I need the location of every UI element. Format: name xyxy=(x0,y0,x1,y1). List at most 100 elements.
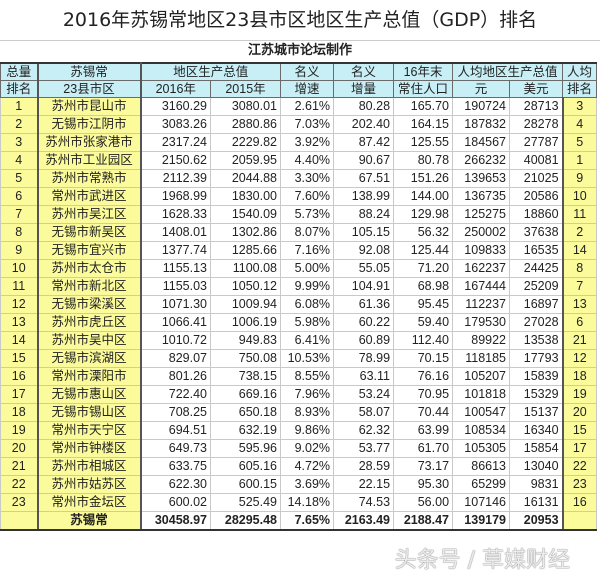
cell-growth-rate: 4.40% xyxy=(280,151,335,170)
table-row: 13 苏州市虎丘区 1066.41 1006.19 5.98% 60.22 59.40 179… xyxy=(0,313,598,332)
cell-per-capita-yuan: 86613 xyxy=(452,457,511,476)
cell-growth-rate: 4.72% xyxy=(280,457,335,476)
cell-population: 59.40 xyxy=(393,313,454,332)
cell-gdp-2015: 632.19 xyxy=(209,421,282,440)
header-rank-2: 排名 xyxy=(0,80,38,98)
cell-district: 苏州市工业园区 xyxy=(36,151,142,170)
cell-rank: 17 xyxy=(0,385,38,404)
cell-increment: 53.24 xyxy=(333,385,395,404)
cell-per-capita-usd: 27787 xyxy=(509,133,564,152)
table-row: 21 苏州市相城区 633.75 605.16 4.72% 28.59 73.17 86613… xyxy=(0,457,598,476)
table-row: 2 无锡市江阴市 3083.26 2880.86 7.03% 202.40 164.15 18… xyxy=(0,115,598,134)
cell-rank: 15 xyxy=(0,349,38,368)
cell-gdp-2016: 1155.03 xyxy=(140,277,211,296)
cell-per-capita-usd: 16897 xyxy=(509,295,564,314)
cell-district: 无锡市梁溪区 xyxy=(36,295,142,314)
header-pop-2: 常住人口 xyxy=(393,80,454,98)
cell-growth-rate: 10.53% xyxy=(280,349,335,368)
cell-per-capita-usd: 37638 xyxy=(509,223,564,242)
cell-district: 苏州市相城区 xyxy=(36,457,142,476)
cell-gdp-2015: 1006.19 xyxy=(209,313,282,332)
cell-growth-rate: 3.30% xyxy=(280,169,335,188)
cell-gdp-2016: 2317.24 xyxy=(140,133,211,152)
cell-rank: 12 xyxy=(0,295,38,314)
table-row: 14 苏州市吴中区 1010.72 949.83 6.41% 60.89 112.40 899… xyxy=(0,331,598,350)
cell-per-capita-rank: 21 xyxy=(561,331,598,350)
table-row: 20 常州市钟楼区 649.73 595.96 9.02% 53.77 61.70 10530… xyxy=(0,439,598,458)
cell-population: 68.98 xyxy=(393,277,454,296)
cell-increment: 28.59 xyxy=(333,457,395,476)
cell-gdp-2016: 1071.30 xyxy=(140,295,211,314)
cell-per-capita-rank: 7 xyxy=(561,277,598,296)
cell-increment: 90.67 xyxy=(333,151,395,170)
cell-per-capita-yuan: 109833 xyxy=(452,241,511,260)
header-2015: 2015年 xyxy=(209,80,282,98)
cell-per-capita-yuan: 118185 xyxy=(452,349,511,368)
cell-population: 125.44 xyxy=(393,241,454,260)
cell-per-capita-yuan: 184567 xyxy=(452,133,511,152)
cell-per-capita-yuan: 266232 xyxy=(452,151,511,170)
cell-growth-rate: 5.00% xyxy=(280,259,335,278)
cell-growth-rate: 3.92% xyxy=(280,133,335,152)
cell-population: 70.15 xyxy=(393,349,454,368)
table-row: 9 无锡市宜兴市 1377.74 1285.66 7.16% 92.08 125.44 109… xyxy=(0,241,598,260)
cell-gdp-2015: 2059.95 xyxy=(209,151,282,170)
cell-gdp-2016: 801.26 xyxy=(140,367,211,386)
cell-district: 苏州市常熟市 xyxy=(36,169,142,188)
cell-per-capita-usd: 13538 xyxy=(509,331,564,350)
cell-per-capita-yuan: 136735 xyxy=(452,187,511,206)
cell-gdp-2016: 3083.26 xyxy=(140,115,211,134)
cell-rank: 14 xyxy=(0,331,38,350)
table-row: 23 常州市金坛区 600.02 525.49 14.18% 74.53 56.00 1071… xyxy=(0,493,598,512)
cell-per-capita-usd: 18860 xyxy=(509,205,564,224)
cell-rank: 11 xyxy=(0,277,38,296)
cell-per-capita-usd: 16535 xyxy=(509,241,564,260)
cell-gdp-2016: 1968.99 xyxy=(140,187,211,206)
cell-gdp-2015: 949.83 xyxy=(209,331,282,350)
cell-per-capita-yuan: 190724 xyxy=(452,97,511,116)
cell-rank: 5 xyxy=(0,169,38,188)
cell-per-capita-rank: 19 xyxy=(561,385,598,404)
table-row: 7 苏州市吴江区 1628.33 1540.09 5.73% 88.24 129.98 125… xyxy=(0,205,598,224)
cell-district: 苏州市昆山市 xyxy=(36,97,142,116)
cell-per-capita-usd: 15137 xyxy=(509,403,564,422)
cell-increment: 63.11 xyxy=(333,367,395,386)
cell-rank: 9 xyxy=(0,241,38,260)
cell-population: 63.99 xyxy=(393,421,454,440)
cell-increment: 62.32 xyxy=(333,421,395,440)
cell-increment: 58.07 xyxy=(333,403,395,422)
cell-gdp-2015: 1830.00 xyxy=(209,187,282,206)
cell-per-capita-yuan: 89922 xyxy=(452,331,511,350)
cell-gdp-2015: 650.18 xyxy=(209,403,282,422)
cell-per-capita-rank: 15 xyxy=(561,421,598,440)
cell-per-capita-rank: 11 xyxy=(561,205,598,224)
cell-rank: 22 xyxy=(0,475,38,494)
cell-per-capita-yuan: 105305 xyxy=(452,439,511,458)
cell-growth-rate: 8.93% xyxy=(280,403,335,422)
table-row: 11 常州市新北区 1155.03 1050.12 9.99% 104.91 68.98 16… xyxy=(0,277,598,296)
cell-growth-rate: 14.18% xyxy=(280,493,335,512)
cell-gdp-2016: 3160.29 xyxy=(140,97,211,116)
header-incr: 名义 xyxy=(333,62,395,81)
table-row: 8 无锡市新吴区 1408.01 1302.86 8.07% 105.15 56.32 250… xyxy=(0,223,598,242)
cell-gdp-2015: 2880.86 xyxy=(209,115,282,134)
cell-growth-rate: 7.16% xyxy=(280,241,335,260)
cell-district: 无锡市滨湖区 xyxy=(36,349,142,368)
cell-rank: 18 xyxy=(0,403,38,422)
cell-per-capita-rank: 23 xyxy=(561,475,598,494)
cell-growth-rate: 2.61% xyxy=(280,97,335,116)
cell-per-capita-usd: 17793 xyxy=(509,349,564,368)
cell-gdp-2016: 622.30 xyxy=(140,475,211,494)
cell-rank: 21 xyxy=(0,457,38,476)
cell-per-capita-rank: 5 xyxy=(561,133,598,152)
cell-per-capita-usd: 24425 xyxy=(509,259,564,278)
watermark: 头条号 / 草媒财经 xyxy=(394,548,570,573)
cell-population: 80.78 xyxy=(393,151,454,170)
cell-gdp-2016: 1377.74 xyxy=(140,241,211,260)
cell-per-capita-rank: 20 xyxy=(561,403,598,422)
cell-population: 95.30 xyxy=(393,475,454,494)
cell-gdp-2015: 3080.01 xyxy=(209,97,282,116)
header-rate-2: 增速 xyxy=(280,80,335,98)
cell-per-capita-yuan: 100547 xyxy=(452,403,511,422)
cell-per-capita-usd: 25209 xyxy=(509,277,564,296)
